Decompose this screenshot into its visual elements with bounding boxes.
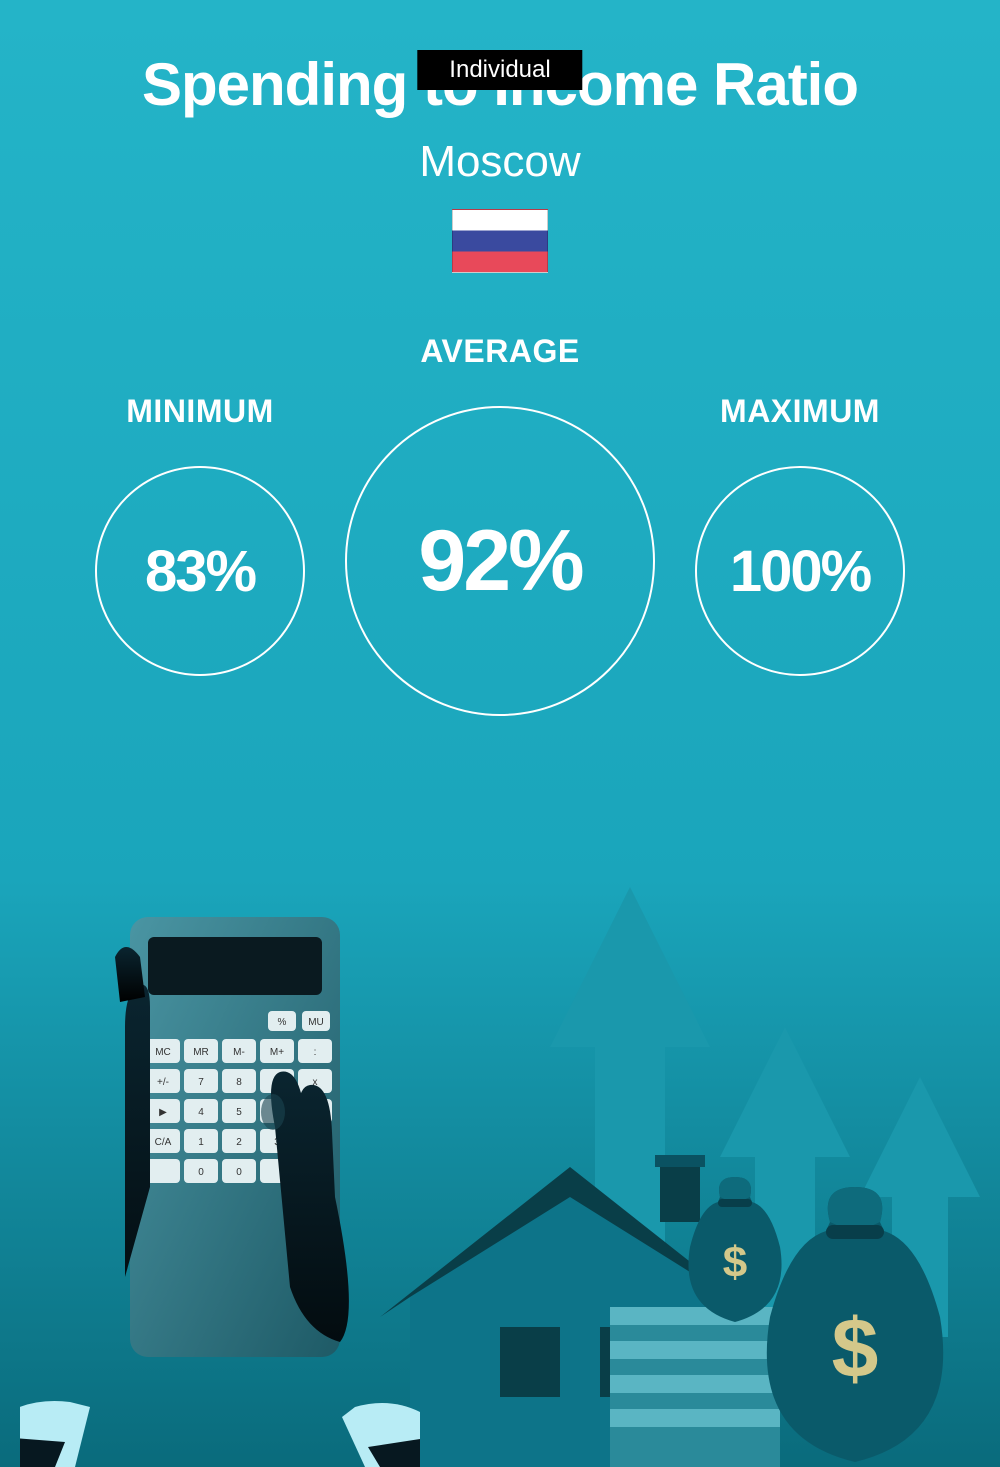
svg-text:+/-: +/- (157, 1077, 169, 1088)
category-tag: Individual (417, 50, 582, 90)
stat-label-maximum: MAXIMUM (720, 393, 880, 430)
money-stack-icon (610, 1307, 780, 1467)
circle-minimum: 83% (95, 466, 305, 676)
stat-label-minimum: MINIMUM (126, 393, 273, 430)
svg-text:5: 5 (236, 1107, 242, 1118)
svg-text:$: $ (832, 1301, 879, 1395)
stat-maximum: MAXIMUM 100% (695, 393, 905, 676)
circle-average: 92% (345, 406, 655, 716)
illustration: $ $ (0, 867, 1000, 1467)
svg-text:1: 1 (198, 1137, 204, 1148)
svg-text:0: 0 (236, 1167, 242, 1178)
stat-minimum: MINIMUM 83% (95, 393, 305, 676)
stat-average: AVERAGE 92% (345, 333, 655, 716)
stat-value-minimum: 83% (145, 538, 255, 605)
stat-value-average: 92% (418, 512, 581, 611)
stat-value-maximum: 100% (730, 538, 870, 605)
city-name: Moscow (0, 137, 1000, 187)
svg-text::: : (314, 1047, 317, 1058)
svg-text:C/A: C/A (155, 1137, 172, 1148)
svg-text:M+: M+ (270, 1047, 284, 1058)
svg-text:MC: MC (155, 1047, 171, 1058)
svg-text:4: 4 (198, 1107, 204, 1118)
svg-text:$: $ (723, 1238, 747, 1287)
moneybag-large-icon: $ (760, 1187, 950, 1467)
svg-text:0: 0 (198, 1167, 204, 1178)
svg-text:7: 7 (198, 1077, 204, 1088)
svg-text:2: 2 (236, 1137, 242, 1148)
stats-row: MINIMUM 83% AVERAGE 92% MAXIMUM 100% (0, 333, 1000, 716)
svg-text:8: 8 (236, 1077, 242, 1088)
svg-text:%: % (278, 1017, 287, 1028)
circle-maximum: 100% (695, 466, 905, 676)
flag-russia (452, 209, 548, 273)
svg-text:M-: M- (233, 1047, 245, 1058)
svg-text:MU: MU (308, 1017, 324, 1028)
svg-text:MR: MR (193, 1047, 209, 1058)
svg-text:▶: ▶ (159, 1107, 167, 1118)
hands-calculator-icon: %MU MCMRM-M+: +/-789x ▶456- C/A123 00 (20, 907, 420, 1467)
stat-label-average: AVERAGE (420, 333, 579, 370)
